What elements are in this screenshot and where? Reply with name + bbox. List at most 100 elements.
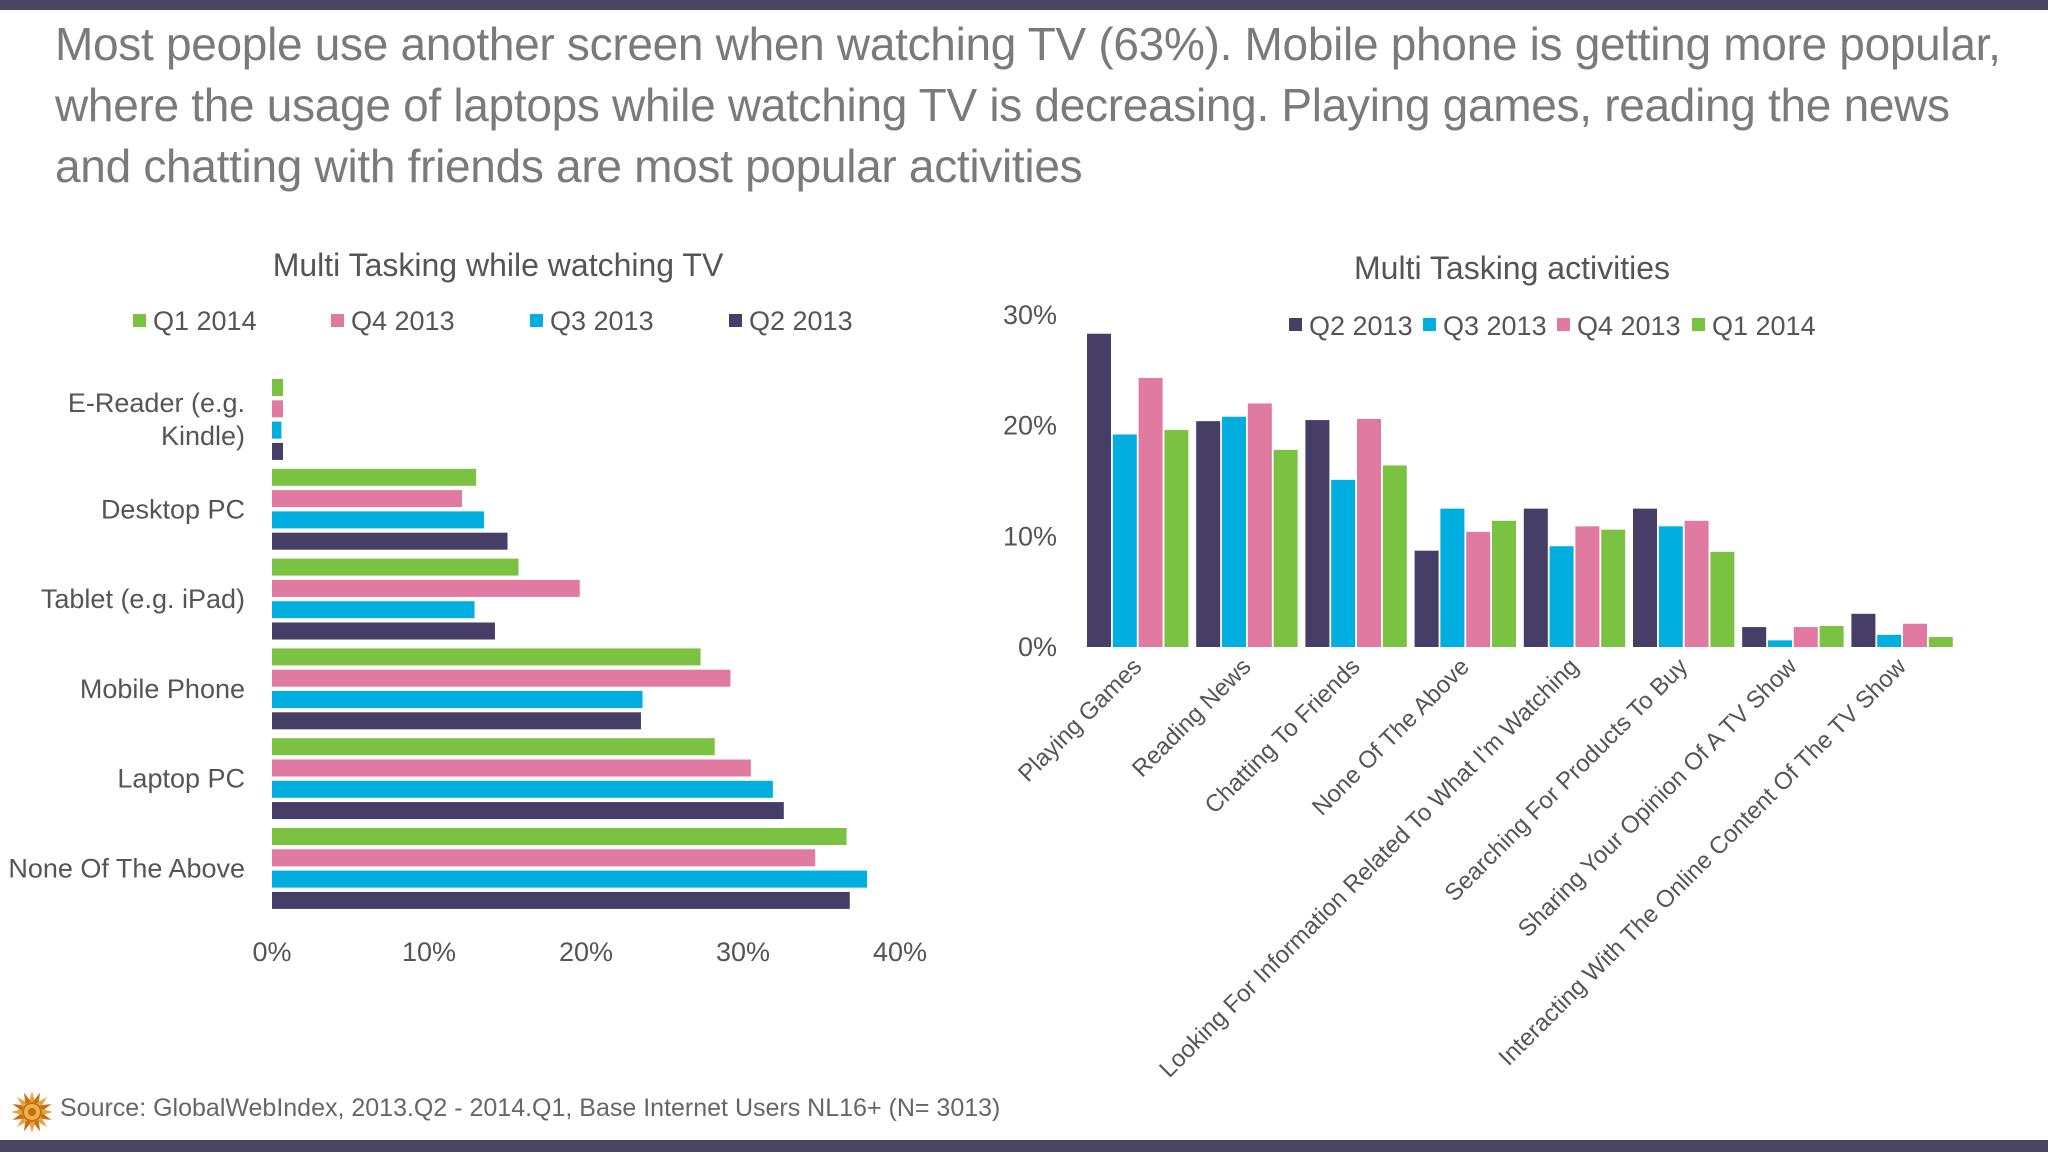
category-label-playing-games: Playing Games (1013, 653, 1147, 787)
bar-sharing-your-opinion-of-a-tv-show-q1-2014 (1819, 625, 1844, 647)
bar-desktop-pc-q4-2013 (272, 490, 462, 508)
bar-reading-news-q3-2013 (1222, 416, 1246, 647)
bar-reading-news-q2-2013 (1196, 421, 1221, 647)
bar-chatting-to-friends-q3-2013 (1331, 479, 1356, 647)
bar-laptop-pc-q3-2013 (272, 780, 773, 798)
bar-none-of-the-above-q1-2014 (1492, 520, 1516, 647)
bar-looking-for-information-related-to-what-i-m-watching-q3-2013 (1549, 546, 1574, 647)
legend-label-q2-2013: Q2 2013 (1309, 311, 1413, 341)
bar-e-reader-e-g-kindle-q2-2013 (272, 442, 283, 460)
bar-searching-for-products-to-buy-q2-2013 (1633, 508, 1657, 647)
bar-tablet-e-g-ipad-q3-2013 (272, 601, 475, 619)
bar-playing-games-q1-2014 (1164, 430, 1189, 647)
bar-e-reader-e-g-kindle-q1-2014 (272, 379, 283, 396)
category-label-desktop-pc: Desktop PC (101, 494, 245, 524)
bar-none-of-the-above-q2-2013 (1414, 550, 1439, 647)
y-tick-label: 10% (1003, 521, 1057, 551)
legend-swatch-q1-2014 (133, 314, 146, 327)
bar-interacting-with-the-online-content-of-the-tv-show-q1-2014 (1928, 637, 1953, 647)
bar-desktop-pc-q1-2014 (272, 468, 477, 486)
bar-desktop-pc-q3-2013 (272, 511, 484, 529)
bar-playing-games-q3-2013 (1112, 434, 1137, 647)
legend-swatch-q1-2014 (1692, 318, 1705, 331)
x-tick-label: 30% (716, 937, 770, 967)
bar-mobile-phone-q3-2013 (272, 691, 643, 708)
bar-searching-for-products-to-buy-q4-2013 (1684, 520, 1709, 647)
vertical-bar-chart: Q2 2013 Q3 2013 Q4 2013 Q1 2014 0% 10% 20% 30% P… (1003, 300, 1953, 1083)
bar-none-of-the-above-q4-2013 (1466, 531, 1491, 647)
bar-laptop-pc-q2-2013 (272, 802, 784, 820)
bar-none-of-the-above-q2-2013 (272, 891, 850, 909)
category-label-tablet-e-g-ipad: Tablet (e.g. iPad) (41, 584, 245, 614)
legend-swatch-q4-2013 (1557, 318, 1570, 331)
bar-playing-games-q4-2013 (1138, 377, 1163, 647)
bar-interacting-with-the-online-content-of-the-tv-show-q2-2013 (1851, 613, 1876, 647)
bar-reading-news-q1-2014 (1273, 449, 1298, 647)
bar-chatting-to-friends-q2-2013 (1305, 420, 1330, 647)
bar-tablet-e-g-ipad-q2-2013 (272, 622, 495, 640)
sun-logo-icon (11, 1091, 53, 1133)
source-note: Source: GlobalWebIndex, 2013.Q2 - 2014.Q… (60, 1094, 1001, 1122)
legend-label-q1-2014: Q1 2014 (1712, 311, 1816, 341)
bar-tablet-e-g-ipad-q4-2013 (272, 579, 580, 597)
y-tick-label: 30% (1003, 300, 1057, 330)
legend-label-q2-2013: Q2 2013 (749, 306, 853, 336)
horizontal-bar-chart: Q1 2014 Q4 2013 Q3 2013 Q2 2013 E-Reader (e.… (8, 306, 927, 967)
category-label-none-of-the-above: None Of The Above (8, 853, 245, 883)
bar-e-reader-e-g-kindle-q4-2013 (272, 400, 283, 418)
bar-interacting-with-the-online-content-of-the-tv-show-q4-2013 (1903, 623, 1927, 647)
category-label-interacting-with-the-online-content-of-the-tv-show: Interacting With The Online Content Of T… (1494, 653, 1913, 1072)
category-label-laptop-pc: Laptop PC (117, 764, 245, 794)
bar-looking-for-information-related-to-what-i-m-watching-q4-2013 (1575, 526, 1600, 647)
legend-label-q4-2013: Q4 2013 (1577, 311, 1681, 341)
legend-label-q3-2013: Q3 2013 (1443, 311, 1547, 341)
bottom-frame-bar (0, 1140, 2048, 1152)
legend-label-q3-2013: Q3 2013 (550, 306, 654, 336)
bar-laptop-pc-q1-2014 (272, 738, 715, 756)
bar-playing-games-q2-2013 (1087, 333, 1111, 647)
category-label-looking-for-information-related-to-what-i-m-watching: Looking For Information Related To What … (1154, 653, 1584, 1083)
legend-swatch-q3-2013 (1423, 318, 1436, 331)
legend-swatch-q3-2013 (530, 314, 543, 327)
chart-title-multitasking-tv: Multi Tasking while watching TV (273, 247, 724, 283)
category-label-e-reader-e-g-kindle: E-Reader (e.g. Kindle) (68, 388, 245, 451)
bar-none-of-the-above-q1-2014 (272, 828, 847, 845)
x-tick-label: 40% (873, 937, 927, 967)
chart-title-multitasking-activities: Multi Tasking activities (1354, 250, 1670, 286)
bar-mobile-phone-q4-2013 (272, 669, 731, 687)
bar-interacting-with-the-online-content-of-the-tv-show-q3-2013 (1877, 634, 1902, 647)
x-tick-label: 20% (559, 937, 613, 967)
bar-none-of-the-above-q3-2013 (1440, 508, 1465, 647)
x-tick-label: 0% (252, 937, 291, 967)
legend-swatch-q4-2013 (331, 314, 344, 327)
bar-mobile-phone-q1-2014 (272, 648, 701, 666)
bar-laptop-pc-q4-2013 (272, 759, 751, 777)
bar-looking-for-information-related-to-what-i-m-watching-q2-2013 (1523, 508, 1548, 647)
bar-desktop-pc-q2-2013 (272, 532, 508, 550)
bar-sharing-your-opinion-of-a-tv-show-q3-2013 (1768, 640, 1792, 647)
bar-e-reader-e-g-kindle-q3-2013 (272, 421, 282, 439)
legend-label-q4-2013: Q4 2013 (351, 306, 455, 336)
x-tick-label: 10% (402, 937, 456, 967)
bar-searching-for-products-to-buy-q1-2014 (1710, 551, 1735, 647)
legend-swatch-q2-2013 (729, 314, 742, 327)
y-tick-label: 0% (1018, 632, 1057, 662)
bar-none-of-the-above-q4-2013 (272, 849, 816, 867)
top-frame-bar (0, 0, 2048, 10)
bar-mobile-phone-q2-2013 (272, 712, 641, 730)
bar-looking-for-information-related-to-what-i-m-watching-q1-2014 (1601, 529, 1626, 647)
category-label-mobile-phone: Mobile Phone (80, 674, 245, 704)
bar-reading-news-q4-2013 (1247, 403, 1272, 647)
bar-none-of-the-above-q3-2013 (272, 870, 868, 888)
y-tick-label: 20% (1003, 411, 1057, 441)
bar-tablet-e-g-ipad-q1-2014 (272, 558, 519, 576)
bar-chatting-to-friends-q4-2013 (1357, 418, 1381, 647)
legend-swatch-q2-2013 (1289, 318, 1302, 331)
bar-chatting-to-friends-q1-2014 (1382, 465, 1407, 647)
bar-sharing-your-opinion-of-a-tv-show-q4-2013 (1793, 627, 1818, 647)
page-headline: Most people use another screen when watc… (55, 18, 2001, 192)
legend-label-q1-2014: Q1 2014 (153, 306, 257, 336)
bar-sharing-your-opinion-of-a-tv-show-q2-2013 (1742, 627, 1767, 647)
bar-searching-for-products-to-buy-q3-2013 (1658, 526, 1683, 647)
